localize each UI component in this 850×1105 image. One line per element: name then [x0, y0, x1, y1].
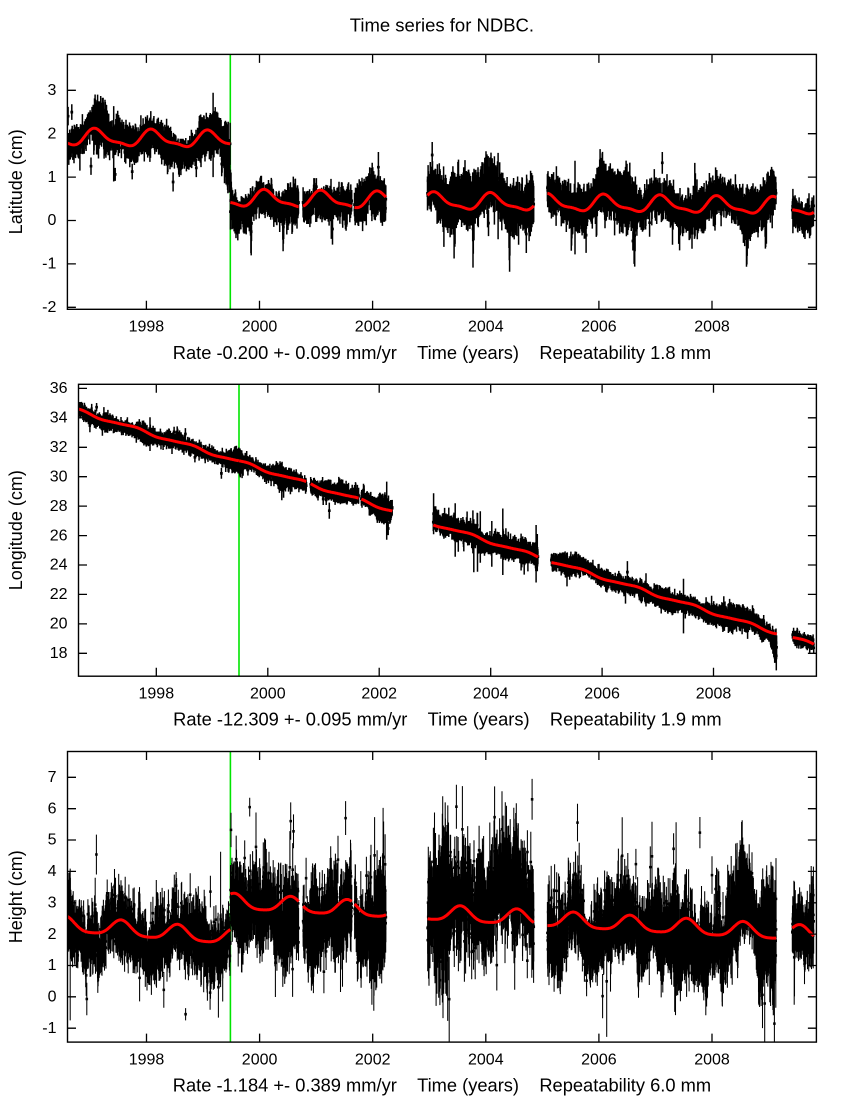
- svg-text:-2: -2: [42, 299, 56, 316]
- svg-text:2004: 2004: [468, 319, 504, 336]
- svg-text:5: 5: [48, 832, 57, 849]
- svg-text:30: 30: [50, 468, 68, 485]
- svg-text:2000: 2000: [242, 319, 278, 336]
- svg-text:2000: 2000: [242, 1052, 278, 1069]
- svg-text:2008: 2008: [694, 319, 730, 336]
- svg-text:1: 1: [47, 169, 56, 186]
- svg-text:1998: 1998: [129, 1052, 165, 1069]
- svg-text:1998: 1998: [129, 319, 165, 336]
- svg-text:4: 4: [48, 863, 57, 880]
- svg-text:-1: -1: [42, 256, 56, 273]
- svg-text:1: 1: [48, 957, 57, 974]
- svg-text:28: 28: [50, 498, 68, 515]
- svg-text:18: 18: [50, 645, 68, 662]
- svg-text:-1: -1: [42, 1020, 56, 1037]
- svg-text:Rate -0.200 +- 0.099 mm/yr: Rate -0.200 +- 0.099 mm/yr Time (years) …: [173, 342, 711, 363]
- svg-text:2004: 2004: [473, 686, 509, 703]
- svg-text:32: 32: [50, 439, 68, 456]
- svg-text:2006: 2006: [584, 686, 620, 703]
- svg-text:2: 2: [48, 926, 57, 943]
- svg-text:2002: 2002: [355, 1052, 391, 1069]
- svg-text:2006: 2006: [581, 319, 617, 336]
- svg-text:2004: 2004: [468, 1052, 504, 1069]
- svg-text:34: 34: [50, 410, 68, 427]
- svg-text:2008: 2008: [694, 1052, 730, 1069]
- svg-text:20: 20: [50, 616, 68, 633]
- svg-text:3: 3: [47, 82, 56, 99]
- svg-text:1998: 1998: [139, 686, 175, 703]
- svg-text:2008: 2008: [696, 686, 732, 703]
- svg-text:2002: 2002: [355, 319, 391, 336]
- svg-text:2000: 2000: [250, 686, 286, 703]
- svg-text:24: 24: [50, 557, 68, 574]
- svg-text:0: 0: [47, 212, 56, 229]
- svg-text:6: 6: [48, 800, 57, 817]
- svg-text:36: 36: [50, 380, 68, 397]
- svg-text:2002: 2002: [361, 686, 397, 703]
- svg-text:2: 2: [47, 125, 56, 142]
- svg-text:26: 26: [50, 527, 68, 544]
- svg-text:0: 0: [48, 989, 57, 1006]
- svg-text:Rate -1.184 +- 0.389 mm/yr: Rate -1.184 +- 0.389 mm/yr Time (years) …: [173, 1075, 711, 1096]
- svg-text:Rate -12.309 +- 0.095 mm/yr: Rate -12.309 +- 0.095 mm/yr Time (years)…: [173, 709, 721, 730]
- svg-text:Longitude (cm): Longitude (cm): [6, 470, 26, 590]
- svg-text:7: 7: [48, 769, 57, 786]
- svg-text:2006: 2006: [581, 1052, 617, 1069]
- svg-text:Time series for NDBC.: Time series for NDBC.: [350, 15, 534, 36]
- svg-text:Latitude (cm): Latitude (cm): [6, 129, 26, 234]
- svg-text:22: 22: [50, 586, 68, 603]
- svg-text:3: 3: [48, 895, 57, 912]
- svg-text:Height (cm): Height (cm): [6, 850, 26, 943]
